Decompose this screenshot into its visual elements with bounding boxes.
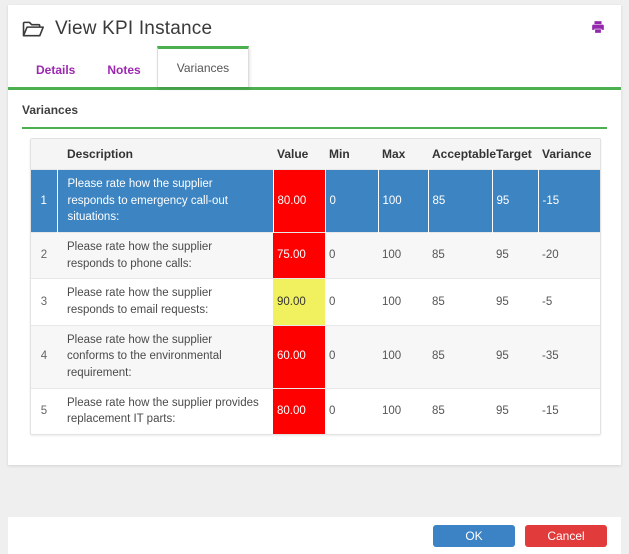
col-header-variance: Variance: [538, 139, 600, 170]
tab-bar: Details Notes Variances: [8, 46, 621, 90]
row-variance: -5: [542, 295, 553, 308]
row-variance: -35: [542, 350, 559, 363]
table-row[interactable]: 5 Please rate how the supplier provides …: [31, 388, 600, 435]
row-description: Please rate how the supplier responds to…: [57, 169, 274, 233]
dialog-footer: OK Cancel: [8, 517, 621, 554]
row-acceptable: 85: [432, 295, 445, 308]
col-header-value: Value: [273, 139, 325, 170]
table-row[interactable]: 3 Please rate how the supplier responds …: [31, 278, 600, 326]
row-number: 4: [40, 350, 48, 363]
col-header-num: [31, 139, 57, 170]
row-value: 75.00: [273, 232, 325, 279]
row-target: 95: [496, 405, 509, 418]
variances-table-panel: Description Value Min Max Acceptable Tar…: [30, 138, 601, 436]
table-row[interactable]: 1 Please rate how the supplier responds …: [31, 169, 600, 233]
row-value: 80.00: [273, 388, 325, 435]
row-max: 100: [382, 249, 402, 262]
row-min: 0: [325, 169, 379, 233]
table-row[interactable]: 2 Please rate how the supplier responds …: [31, 232, 600, 279]
row-min: 0: [329, 350, 336, 363]
col-header-target: Target: [492, 139, 538, 170]
row-max: 100: [382, 405, 402, 418]
ok-button[interactable]: OK: [433, 524, 515, 547]
row-value: 90.00: [273, 278, 325, 326]
table-header-row: Description Value Min Max Acceptable Tar…: [31, 139, 600, 170]
row-description: Please rate how the supplier provides re…: [67, 396, 259, 426]
row-value: 80.00: [273, 169, 326, 233]
row-max: 100: [378, 169, 429, 233]
row-target: 95: [492, 169, 539, 233]
row-variance: -15: [542, 194, 560, 207]
row-min: 0: [329, 295, 336, 308]
printer-icon[interactable]: [591, 20, 605, 34]
row-min: 0: [329, 405, 336, 418]
tab-notes[interactable]: Notes: [107, 63, 141, 77]
col-header-min: Min: [325, 139, 378, 170]
section-divider: [22, 127, 607, 129]
row-variance: -15: [542, 405, 559, 418]
row-description: Please rate how the supplier conforms to…: [67, 333, 222, 380]
row-number: 2: [40, 249, 48, 262]
variances-table: Description Value Min Max Acceptable Tar…: [31, 139, 600, 435]
col-header-max: Max: [378, 139, 428, 170]
row-value: 60.00: [273, 325, 325, 389]
row-variance: -20: [542, 249, 559, 262]
row-acceptable: 85: [432, 405, 445, 418]
row-acceptable: 85: [432, 350, 445, 363]
col-header-acceptable: Acceptable: [428, 139, 496, 170]
row-target: 95: [496, 295, 509, 308]
row-target: 95: [496, 350, 509, 363]
row-number: 5: [40, 405, 48, 418]
row-description: Please rate how the supplier responds to…: [67, 241, 213, 270]
kpi-instance-dialog: View KPI Instance Details Notes Variance…: [8, 5, 621, 466]
row-acceptable: 85: [428, 169, 493, 233]
folder-open-icon: [22, 20, 45, 39]
row-acceptable: 85: [432, 249, 445, 262]
row-number: 1: [31, 169, 58, 233]
cancel-button[interactable]: Cancel: [525, 524, 607, 547]
section-heading-variances: Variances: [22, 103, 79, 117]
page-title: View KPI Instance: [55, 18, 213, 39]
row-min: 0: [329, 249, 336, 262]
row-max: 100: [382, 295, 402, 308]
tab-details[interactable]: Details: [36, 63, 76, 77]
tab-variances[interactable]: Variances: [156, 46, 250, 87]
dialog-header: View KPI Instance: [8, 5, 621, 44]
row-target: 95: [496, 249, 509, 262]
row-max: 100: [382, 350, 402, 363]
row-description: Please rate how the supplier responds to…: [67, 287, 213, 317]
row-number: 3: [40, 295, 48, 308]
table-row[interactable]: 4 Please rate how the supplier conforms …: [31, 325, 600, 389]
col-header-description: Description: [57, 139, 273, 170]
